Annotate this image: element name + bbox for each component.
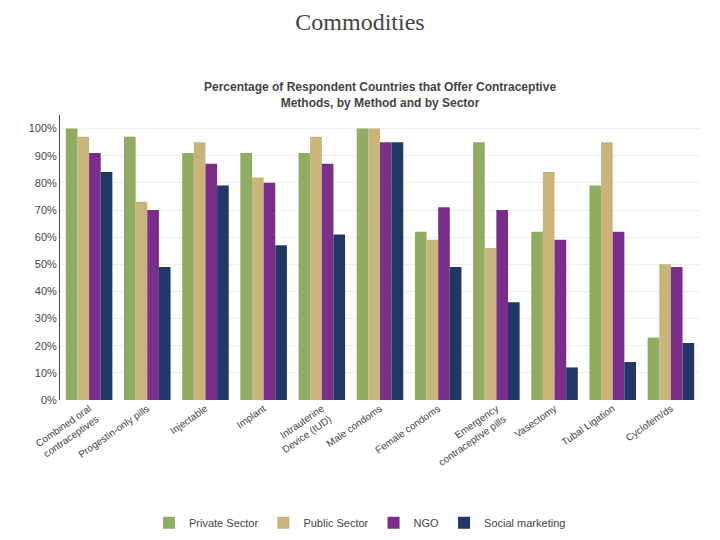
svg-text:Male condoms: Male condoms — [324, 403, 384, 449]
svg-text:Vasectomy: Vasectomy — [512, 403, 558, 440]
svg-text:Public Sector: Public Sector — [303, 517, 368, 529]
svg-text:90%: 90% — [35, 150, 57, 162]
svg-text:Progestin-only pills: Progestin-only pills — [76, 403, 151, 460]
svg-text:40%: 40% — [35, 285, 57, 297]
svg-text:Female condoms: Female condoms — [373, 403, 442, 456]
svg-text:Commodities: Commodities — [295, 9, 424, 35]
svg-text:Emergencycontraceptive pills: Emergencycontraceptive pills — [429, 403, 508, 468]
svg-text:20%: 20% — [35, 340, 57, 352]
svg-text:50%: 50% — [35, 258, 57, 270]
svg-text:60%: 60% — [35, 231, 57, 243]
svg-text:Injectable: Injectable — [168, 402, 210, 436]
svg-text:NGO: NGO — [414, 517, 440, 529]
svg-text:70%: 70% — [35, 204, 57, 216]
svg-text:80%: 80% — [35, 177, 57, 189]
svg-text:IntrauterineDevice (IUD): IntrauterineDevice (IUD) — [273, 402, 334, 455]
svg-text:Private Sector: Private Sector — [189, 517, 258, 529]
svg-text:Percentage of Respondent Count: Percentage of Respondent Countries that … — [204, 80, 556, 110]
svg-text:Tubal Ligation: Tubal Ligation — [559, 403, 616, 448]
svg-text:10%: 10% — [35, 367, 57, 379]
svg-text:0%: 0% — [41, 394, 57, 406]
svg-text:100%: 100% — [29, 122, 57, 134]
svg-text:Implant: Implant — [234, 403, 267, 431]
svg-text:30%: 30% — [35, 312, 57, 324]
svg-text:Combined oralcontraceptives: Combined oralcontraceptives — [34, 403, 101, 460]
svg-text:Social marketing: Social marketing — [484, 517, 565, 529]
svg-text:Cyclofem/ds: Cyclofem/ds — [624, 403, 675, 444]
